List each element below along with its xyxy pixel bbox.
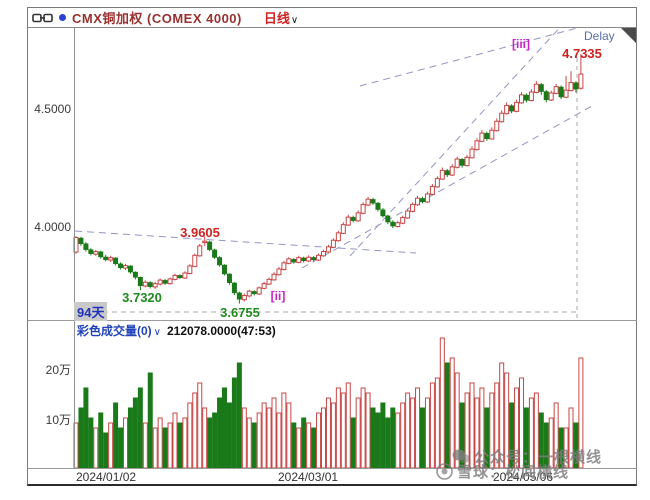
swing-low1-label: 3.7320 bbox=[122, 290, 162, 305]
volume-indicator-selector[interactable]: 彩色成交量(0) ∨ bbox=[77, 322, 161, 339]
latest-price-label: 4.7335 bbox=[562, 46, 602, 61]
watermark-line2: 雪球：松间横线 bbox=[436, 461, 569, 482]
plot-left-border bbox=[74, 27, 75, 468]
chevron-down-icon: ∨ bbox=[290, 15, 299, 26]
wechat-icon bbox=[452, 449, 470, 463]
swing-low2-label: 3.6755 bbox=[220, 305, 260, 320]
volume-indicator-label: 彩色成交量(0) bbox=[77, 324, 152, 338]
xueqiu-logo-icon bbox=[436, 463, 453, 480]
volume-chevron-down-icon: ∨ bbox=[153, 327, 161, 338]
watermark-line1: 公众号：一根横线 bbox=[452, 446, 602, 467]
pane-divider bbox=[28, 320, 637, 321]
x-axis-line bbox=[28, 468, 637, 469]
price-tick-4-5: 4.5000 bbox=[34, 102, 71, 116]
wave-ii-label: [ii] bbox=[270, 289, 286, 303]
x-tick-may: 2024/05/06 bbox=[493, 470, 554, 484]
wave-iii-label: [iii] bbox=[512, 37, 530, 51]
volume-tick-10w: 10万 bbox=[45, 413, 71, 427]
price-tick-4-0: 4.0000 bbox=[34, 220, 71, 234]
swing-high-label: 3.9605 bbox=[180, 225, 220, 240]
link-icon[interactable] bbox=[32, 12, 53, 24]
delay-badge: Delay bbox=[584, 29, 615, 43]
header-bar: CMX铜加权 (COMEX 4000) 日线 ∨ bbox=[28, 8, 636, 28]
volume-readout: 212078.0000(47:53) bbox=[167, 323, 276, 338]
watermark-xueqiu-text: 雪球：松间横线 bbox=[457, 464, 570, 481]
symbol-title: CMX铜加权 (COMEX 4000) bbox=[72, 11, 242, 26]
period-selector[interactable]: 日线 ∨ bbox=[248, 8, 298, 27]
x-tick-mar: 2024/03/01 bbox=[278, 470, 339, 484]
days-count-badge: 94天 bbox=[74, 302, 108, 321]
volume-pane-header: 彩色成交量(0) ∨ 212078.0000(47:53) bbox=[77, 322, 276, 339]
period-label: 日线 bbox=[263, 11, 290, 26]
volume-tick-20w: 20万 bbox=[45, 363, 71, 377]
watermark-wechat-text: 公众号：一根横线 bbox=[474, 449, 603, 466]
x-tick-jan: 2024/01/02 bbox=[76, 470, 137, 484]
symbol-bullet-icon bbox=[59, 14, 66, 21]
